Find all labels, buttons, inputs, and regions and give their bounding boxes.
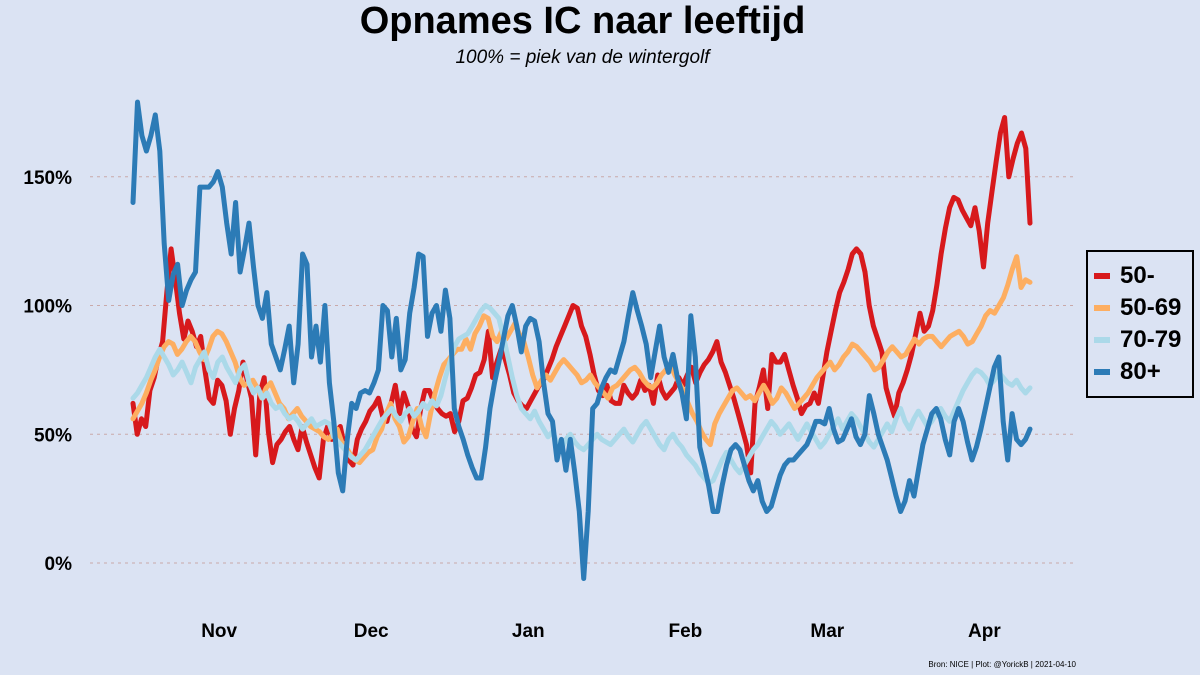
y-tick-label: 150%	[23, 168, 72, 189]
legend-label-80-plus: 80+	[1120, 358, 1161, 385]
x-tick-label: Apr	[968, 621, 1001, 642]
legend-label-50-69: 50-69	[1120, 294, 1182, 321]
legend-item-80-plus: 80+	[1094, 356, 1186, 388]
legend: 50- 50-69 70-79 80+	[1086, 250, 1194, 398]
y-tick-label: 0%	[45, 554, 73, 575]
x-tick-label: Feb	[668, 621, 702, 642]
chart-title: Opnames IC naar leeftijd	[359, 0, 806, 42]
y-tick-label: 100%	[23, 297, 72, 318]
legend-swatch-80-plus	[1094, 369, 1110, 375]
legend-label-70-79: 70-79	[1120, 326, 1182, 353]
x-tick-label: Nov	[201, 621, 237, 642]
legend-item-50-69: 50-69	[1094, 292, 1186, 324]
legend-label-50-minus: 50-	[1120, 262, 1155, 289]
legend-swatch-50-minus	[1094, 273, 1110, 279]
x-tick-label: Mar	[810, 621, 844, 642]
x-tick-label: Jan	[512, 621, 545, 642]
series-line-80-plus	[130, 99, 1033, 581]
legend-item-50-minus: 50-	[1094, 260, 1186, 292]
y-tick-label: 50%	[34, 425, 72, 446]
legend-swatch-70-79	[1094, 337, 1110, 343]
legend-item-70-79: 70-79	[1094, 324, 1186, 356]
chart-subtitle: 100% = piek van de wintergolf	[455, 47, 710, 68]
legend-swatch-50-69	[1094, 305, 1110, 311]
series-line-50-minus	[130, 115, 1033, 481]
source-caption: Bron: NICE | Plot: @YorickB | 2021-04-10	[928, 660, 1076, 669]
x-tick-label: Dec	[354, 621, 389, 642]
